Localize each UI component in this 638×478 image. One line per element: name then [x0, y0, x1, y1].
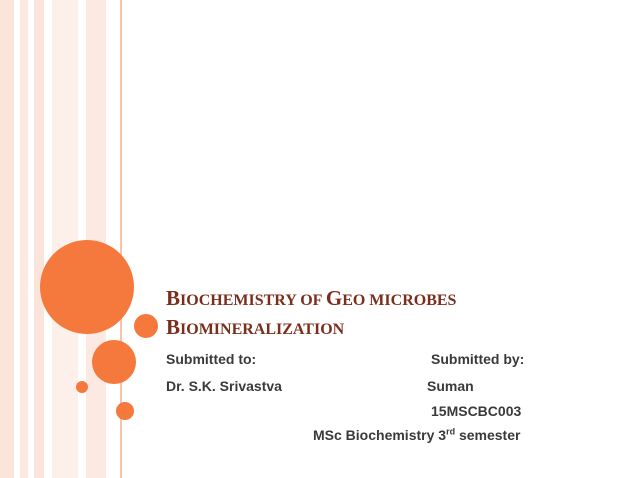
slide-title: BIOCHEMISTRY OF GEO MICROBES BIOMINERALI…	[166, 285, 456, 343]
decor-stripe	[34, 0, 44, 478]
title-line-1: BIOCHEMISTRY OF GEO MICROBES	[166, 286, 457, 310]
decor-stripe	[20, 0, 28, 478]
course-info: MSc Biochemistry 3rd semester	[313, 426, 521, 443]
decor-circle-tiny	[76, 381, 88, 393]
decor-stripe	[52, 0, 78, 478]
title-line-2: BIOMINERALIZATION	[166, 315, 345, 339]
student-name: Suman	[427, 378, 474, 394]
decor-stripe	[0, 0, 14, 478]
decor-circle-large	[40, 240, 134, 334]
decor-vertical-line	[120, 0, 122, 478]
decor-circle-medium	[92, 340, 136, 384]
decor-stripe	[86, 0, 106, 478]
decor-circle-small	[116, 402, 134, 420]
submitted-by-label: Submitted by:	[431, 351, 525, 367]
roll-number: 15MSCBC003	[431, 403, 522, 419]
submitted-to-label: Submitted to:	[166, 351, 257, 367]
decor-circle-small	[134, 314, 158, 338]
supervisor-name: Dr. S.K. Srivastva	[166, 378, 282, 394]
